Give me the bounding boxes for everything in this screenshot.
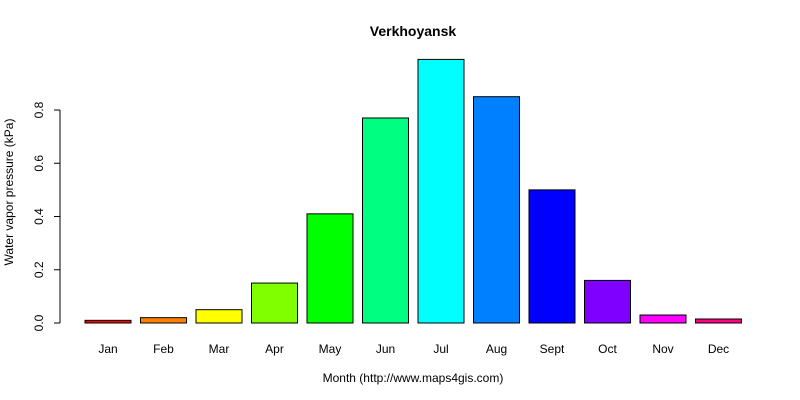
x-tick-labels: Jan Feb Mar Apr May Jun Jul Aug Sept Oct Nov Dec xyxy=(98,342,729,356)
y-tick-label: 0.0 xyxy=(32,314,46,331)
bar-jun xyxy=(362,117,409,324)
x-tick-nov: Nov xyxy=(652,342,673,356)
bar-oct xyxy=(584,279,631,324)
x-tick-mar: Mar xyxy=(209,342,230,356)
bar-feb xyxy=(140,317,187,324)
x-axis-label: Month (http://www.maps4gis.com) xyxy=(323,371,504,385)
bar-mar xyxy=(195,309,243,324)
bar-may xyxy=(306,213,354,324)
bar-aug xyxy=(473,96,520,324)
bar-dec xyxy=(695,318,742,324)
x-tick-jun: Jun xyxy=(376,342,395,356)
bar-jan xyxy=(84,319,132,324)
y-tick-label: 0.6 xyxy=(32,155,46,172)
chart-title: Verkhoyansk xyxy=(370,23,457,39)
x-tick-apr: Apr xyxy=(265,342,284,356)
y-tick-label: 0.8 xyxy=(32,101,46,118)
x-tick-aug: Aug xyxy=(486,342,507,356)
y-tick-label: 0.2 xyxy=(32,261,46,278)
bar-apr xyxy=(251,282,298,324)
y-axis-label: Water vapor pressure (kPa) xyxy=(2,119,16,266)
bar-jul xyxy=(417,58,465,324)
x-tick-may: May xyxy=(319,342,342,356)
x-tick-jan: Jan xyxy=(98,342,117,356)
x-tick-feb: Feb xyxy=(153,342,174,356)
y-tick-label: 0.4 xyxy=(32,208,46,225)
bar-sept xyxy=(528,189,576,324)
x-tick-oct: Oct xyxy=(598,342,617,356)
bars-group xyxy=(84,58,742,324)
y-axis: 0.0 0.2 0.4 0.6 0.8 xyxy=(32,101,61,331)
x-tick-jul: Jul xyxy=(433,342,448,356)
x-tick-dec: Dec xyxy=(708,342,729,356)
bar-nov xyxy=(639,314,687,324)
x-tick-sept: Sept xyxy=(540,342,565,356)
